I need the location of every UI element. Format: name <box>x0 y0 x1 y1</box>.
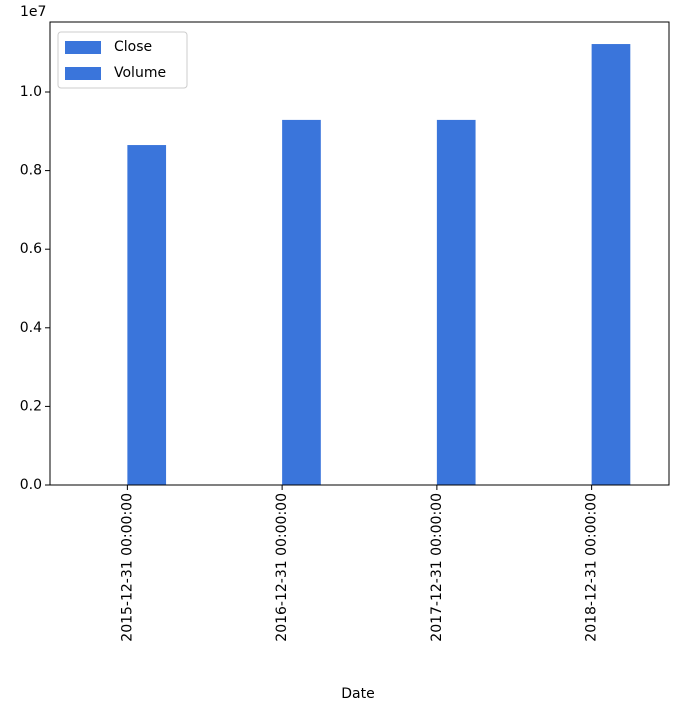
bar <box>282 119 321 486</box>
y-tick-label: 1.0 <box>20 84 42 100</box>
plot-frame <box>49 21 670 486</box>
y-tick-label: 0.6 <box>20 241 42 257</box>
bar <box>127 145 167 485</box>
legend-swatch <box>65 41 101 54</box>
legend-label: Volume <box>114 65 166 81</box>
x-tick-label: 2016-12-31 00:00:00 <box>274 493 290 642</box>
y-tick-label: 0.2 <box>20 398 42 414</box>
legend-swatch <box>65 67 101 80</box>
bar <box>436 119 476 486</box>
offset-text: 1e7 <box>20 4 46 20</box>
x-tick-label: 2018-12-31 00:00:00 <box>584 493 600 642</box>
legend-label: Close <box>114 39 152 55</box>
x-axis-label: Date <box>341 686 374 702</box>
x-tick-label: 2017-12-31 00:00:00 <box>429 493 445 642</box>
y-tick-label: 0.8 <box>20 163 42 179</box>
y-tick-label: 0.0 <box>20 477 42 493</box>
bar <box>591 44 631 486</box>
y-tick-label: 0.4 <box>20 320 42 336</box>
x-tick-label: 2015-12-31 00:00:00 <box>119 493 135 642</box>
